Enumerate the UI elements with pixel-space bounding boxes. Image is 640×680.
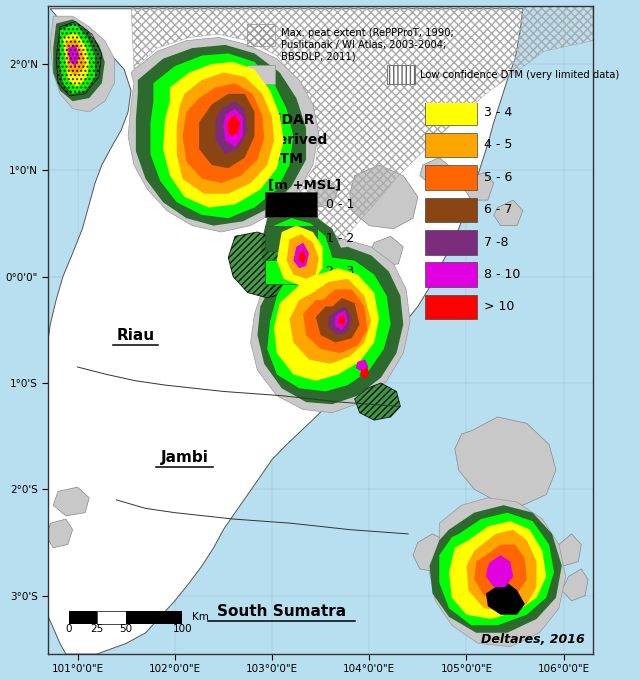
Polygon shape [53, 19, 105, 101]
Text: Deltares, 2016: Deltares, 2016 [481, 633, 585, 646]
Polygon shape [338, 315, 345, 326]
Polygon shape [53, 487, 89, 516]
Polygon shape [554, 534, 581, 566]
Polygon shape [51, 16, 115, 112]
Polygon shape [257, 247, 403, 404]
Polygon shape [66, 39, 85, 77]
Polygon shape [216, 101, 248, 154]
Polygon shape [303, 290, 367, 353]
Polygon shape [455, 417, 556, 505]
Text: South Sumatra: South Sumatra [217, 604, 346, 619]
Polygon shape [356, 360, 368, 373]
Polygon shape [60, 24, 95, 94]
Polygon shape [199, 94, 255, 168]
Polygon shape [267, 218, 332, 292]
Polygon shape [260, 211, 342, 296]
Polygon shape [63, 32, 89, 88]
Polygon shape [289, 279, 371, 364]
Polygon shape [223, 109, 243, 147]
Polygon shape [429, 498, 566, 647]
Polygon shape [467, 530, 536, 611]
Polygon shape [267, 258, 390, 392]
Polygon shape [287, 234, 319, 279]
Polygon shape [298, 250, 306, 264]
Polygon shape [277, 226, 323, 285]
Polygon shape [420, 158, 452, 186]
Polygon shape [68, 45, 79, 66]
Polygon shape [474, 545, 527, 601]
Text: Jambi: Jambi [161, 450, 209, 465]
Polygon shape [328, 307, 352, 335]
Polygon shape [128, 37, 319, 232]
Polygon shape [355, 383, 401, 420]
Polygon shape [474, 558, 513, 594]
Text: Riau: Riau [117, 328, 155, 343]
Polygon shape [150, 54, 293, 218]
Polygon shape [228, 232, 300, 298]
Polygon shape [31, 9, 523, 654]
Polygon shape [562, 569, 588, 601]
Polygon shape [465, 173, 493, 200]
Polygon shape [316, 239, 352, 268]
Polygon shape [316, 298, 360, 343]
Polygon shape [182, 83, 264, 183]
Polygon shape [439, 513, 554, 626]
Polygon shape [293, 243, 309, 268]
Polygon shape [227, 115, 240, 136]
Polygon shape [136, 45, 306, 226]
Polygon shape [251, 239, 410, 413]
Polygon shape [493, 200, 523, 226]
Polygon shape [486, 555, 513, 587]
Polygon shape [369, 236, 403, 266]
Polygon shape [47, 519, 73, 547]
Polygon shape [177, 73, 274, 194]
Polygon shape [289, 194, 316, 218]
Polygon shape [163, 62, 284, 207]
Polygon shape [309, 179, 338, 207]
Polygon shape [429, 505, 562, 633]
Polygon shape [486, 583, 525, 615]
Polygon shape [274, 268, 379, 381]
Polygon shape [413, 534, 449, 572]
Polygon shape [360, 367, 369, 379]
Polygon shape [335, 311, 348, 330]
Polygon shape [449, 521, 546, 619]
Polygon shape [350, 165, 418, 228]
